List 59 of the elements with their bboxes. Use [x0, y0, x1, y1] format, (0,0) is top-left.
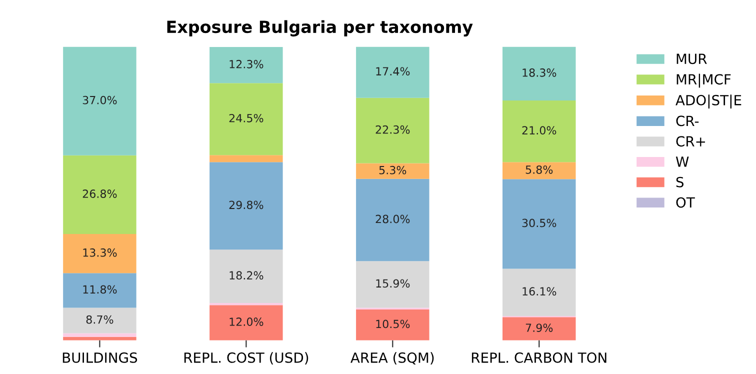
- bar: [63, 273, 136, 308]
- data-label: 13.3%: [83, 248, 117, 257]
- data-label: 18.3%: [522, 68, 556, 77]
- data-label: 18.2%: [230, 271, 264, 280]
- bar: [63, 234, 136, 274]
- data-label: 8.7%: [86, 315, 114, 324]
- data-label: 28.0%: [376, 214, 410, 224]
- x-tick-label: BUILDINGS: [62, 352, 138, 363]
- data-label: 10.5%: [376, 320, 410, 328]
- legend-label: CR-: [676, 116, 699, 126]
- bar: [356, 178, 430, 262]
- legend-label: OT: [676, 197, 695, 208]
- x-tick-label: REPL. COST (USD): [184, 352, 308, 365]
- data-label: 7.9%: [526, 324, 553, 332]
- legend-label: ADO|ST|E: [676, 94, 742, 108]
- bar: [210, 47, 283, 84]
- bar: [502, 268, 576, 316]
- data-label: 11.8%: [83, 285, 117, 294]
- legend-label: CR+: [676, 136, 705, 147]
- data-label: 21.0%: [522, 126, 556, 135]
- data-label: 12.3%: [230, 60, 264, 68]
- chart-title: Exposure Bulgaria per taxonomy: [167, 20, 473, 36]
- bar: [356, 163, 430, 179]
- bar: [210, 162, 283, 250]
- bar: [63, 308, 136, 334]
- bar: [356, 46, 430, 98]
- bar: [210, 83, 283, 156]
- legend-label: MUR: [676, 54, 707, 64]
- data-label: 29.8%: [229, 200, 264, 210]
- data-label: 24.5%: [229, 114, 264, 122]
- bar: [502, 317, 576, 340]
- x-tick-label: REPL. CARBON TON: [472, 352, 606, 363]
- bar: [502, 179, 576, 269]
- legend-label: W: [676, 156, 689, 167]
- bar: [63, 155, 136, 234]
- legend-label: S: [676, 176, 684, 188]
- legend-label: MR|MCF: [676, 74, 731, 88]
- data-label: 17.4%: [376, 67, 410, 76]
- bar: [63, 46, 136, 156]
- x-tick-label: AREA (SQM): [350, 352, 434, 365]
- bar: [356, 261, 430, 308]
- data-label: 16.1%: [522, 287, 556, 296]
- data-label: 30.5%: [522, 218, 556, 228]
- data-label: 37.0%: [82, 96, 117, 104]
- bar: [502, 162, 576, 180]
- bar: [210, 250, 283, 304]
- bar: [63, 333, 136, 337]
- data-label: 5.3%: [379, 166, 406, 174]
- data-label: 15.9%: [376, 279, 410, 288]
- bar: [210, 155, 283, 162]
- bar: [356, 310, 430, 340]
- bar: [502, 46, 576, 100]
- data-label: 5.8%: [526, 165, 553, 174]
- bar: [210, 305, 283, 340]
- bar: [356, 98, 430, 164]
- bar: [502, 100, 576, 162]
- data-label: 12.0%: [230, 318, 264, 326]
- data-label: 26.8%: [82, 190, 117, 198]
- data-label: 22.3%: [376, 125, 410, 134]
